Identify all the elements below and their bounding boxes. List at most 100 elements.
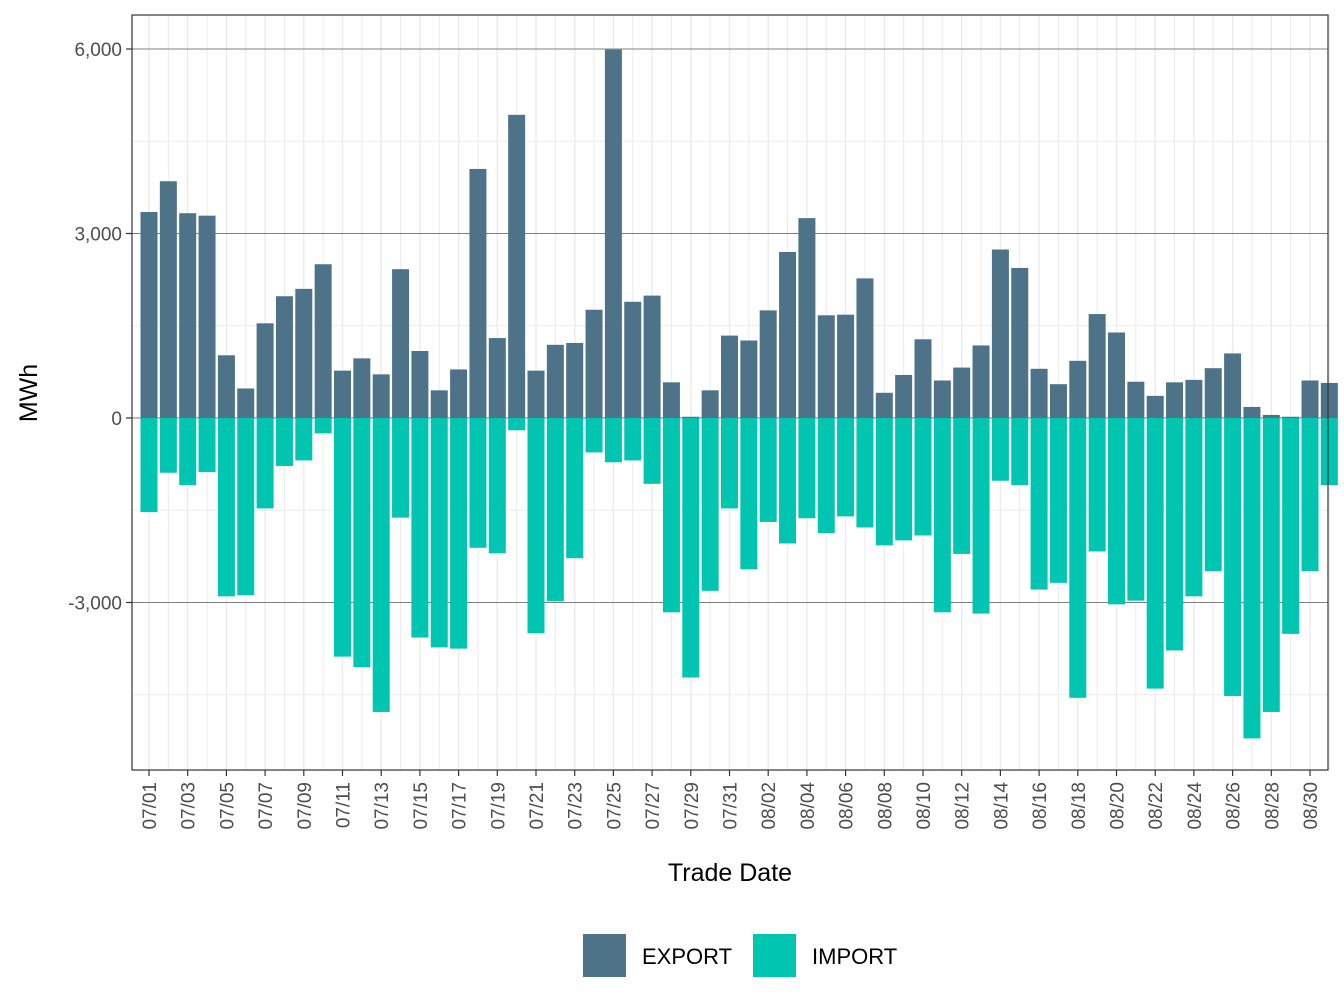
x-tick-label: 07/21 xyxy=(527,782,548,830)
bar-export xyxy=(817,315,835,418)
x-tick-label: 07/25 xyxy=(604,782,625,830)
bar-import xyxy=(604,418,622,463)
bar-import xyxy=(914,418,932,536)
x-tick-label: 08/22 xyxy=(1146,782,1167,830)
bar-export xyxy=(933,380,951,418)
x-tick-label: 07/11 xyxy=(334,782,355,828)
bar-import xyxy=(1282,418,1300,634)
bar-import xyxy=(1146,418,1164,689)
bar-export xyxy=(546,344,564,418)
bar-import xyxy=(140,418,158,513)
bar-import xyxy=(1166,418,1184,651)
x-tick-label: 08/20 xyxy=(1108,782,1129,830)
bar-export xyxy=(856,278,874,418)
bar-export xyxy=(1166,382,1184,418)
bar-import xyxy=(314,418,332,434)
bar-import xyxy=(430,418,448,648)
bar-export xyxy=(275,296,293,418)
bar-export xyxy=(779,251,797,418)
bar-export xyxy=(392,269,410,418)
bar-export xyxy=(314,264,332,418)
bar-export xyxy=(991,249,1009,418)
x-tick-label: 08/06 xyxy=(837,782,858,830)
bar-export xyxy=(798,218,816,418)
bar-import xyxy=(275,418,293,466)
bar-export xyxy=(1204,368,1222,418)
x-axis-title: Trade Date xyxy=(668,859,792,887)
bar-import xyxy=(779,418,797,544)
x-tick-label: 07/13 xyxy=(372,782,393,830)
bar-export xyxy=(953,367,971,418)
bar-import xyxy=(1069,418,1087,698)
bar-import xyxy=(933,418,951,613)
bar-export xyxy=(1185,379,1203,418)
x-tick-label: 08/26 xyxy=(1224,782,1245,830)
x-tick-label: 08/30 xyxy=(1301,782,1322,830)
bar-import xyxy=(411,418,429,638)
legend: EXPORT IMPORT xyxy=(583,934,897,977)
y-tick-label: 6,000 xyxy=(74,40,122,61)
x-tick-label: 07/19 xyxy=(488,782,509,830)
bar-import xyxy=(837,418,855,517)
bar-import xyxy=(198,418,216,473)
bar-import xyxy=(662,418,680,613)
legend-label-export: EXPORT xyxy=(642,944,732,969)
bar-import xyxy=(1127,418,1145,601)
bar-import xyxy=(856,418,874,528)
bar-export xyxy=(1224,353,1242,418)
bar-export xyxy=(237,388,255,418)
bar-export xyxy=(1088,314,1106,418)
bar-export xyxy=(450,369,468,418)
bar-import xyxy=(740,418,758,570)
bar-export xyxy=(1011,267,1029,418)
bar-import xyxy=(953,418,971,554)
bar-export xyxy=(740,340,758,418)
legend-key-import xyxy=(753,934,796,977)
x-tick-label: 07/17 xyxy=(450,782,471,830)
bar-export xyxy=(140,211,158,418)
x-tick-label: 07/15 xyxy=(411,782,432,830)
bar-export xyxy=(508,114,526,419)
x-tick-label: 07/05 xyxy=(217,782,238,830)
bar-export xyxy=(837,314,855,418)
bar-import xyxy=(450,418,468,649)
bar-export xyxy=(1146,395,1164,418)
bar-import xyxy=(1320,418,1338,486)
bar-export xyxy=(566,342,584,418)
bar-export xyxy=(643,295,661,418)
y-tick-label: 3,000 xyxy=(74,225,122,246)
bar-import xyxy=(817,418,835,534)
bar-export xyxy=(1127,381,1145,418)
bar-export xyxy=(372,374,390,418)
bar-import xyxy=(798,418,816,519)
bar-export xyxy=(411,350,429,418)
x-tick-label: 08/28 xyxy=(1262,782,1283,830)
bar-import xyxy=(256,418,274,509)
bar-import xyxy=(179,418,197,486)
bar-import xyxy=(643,418,661,484)
x-tick-label: 07/03 xyxy=(179,782,200,830)
bar-import xyxy=(624,418,642,461)
bar-export xyxy=(469,168,487,418)
bar-export xyxy=(198,215,216,418)
bar-import xyxy=(682,418,700,678)
bar-import xyxy=(1301,418,1319,572)
x-tick-label: 07/29 xyxy=(682,782,703,830)
bar-export xyxy=(972,345,990,418)
bar-import xyxy=(1243,418,1261,739)
x-tick-label: 08/10 xyxy=(914,782,935,830)
bar-export xyxy=(759,310,777,418)
x-tick-label: 08/14 xyxy=(991,782,1012,830)
bar-import xyxy=(372,418,390,712)
bar-import xyxy=(392,418,410,518)
bar-export xyxy=(585,309,603,418)
bar-export xyxy=(1049,384,1067,418)
legend-key-export xyxy=(583,934,626,977)
x-tick-label: 07/23 xyxy=(566,782,587,830)
bar-import xyxy=(991,418,1009,481)
y-tick-label: 0 xyxy=(111,409,122,430)
bar-export xyxy=(430,390,448,418)
bar-export xyxy=(914,339,932,418)
x-tick-label: 07/01 xyxy=(140,782,161,830)
